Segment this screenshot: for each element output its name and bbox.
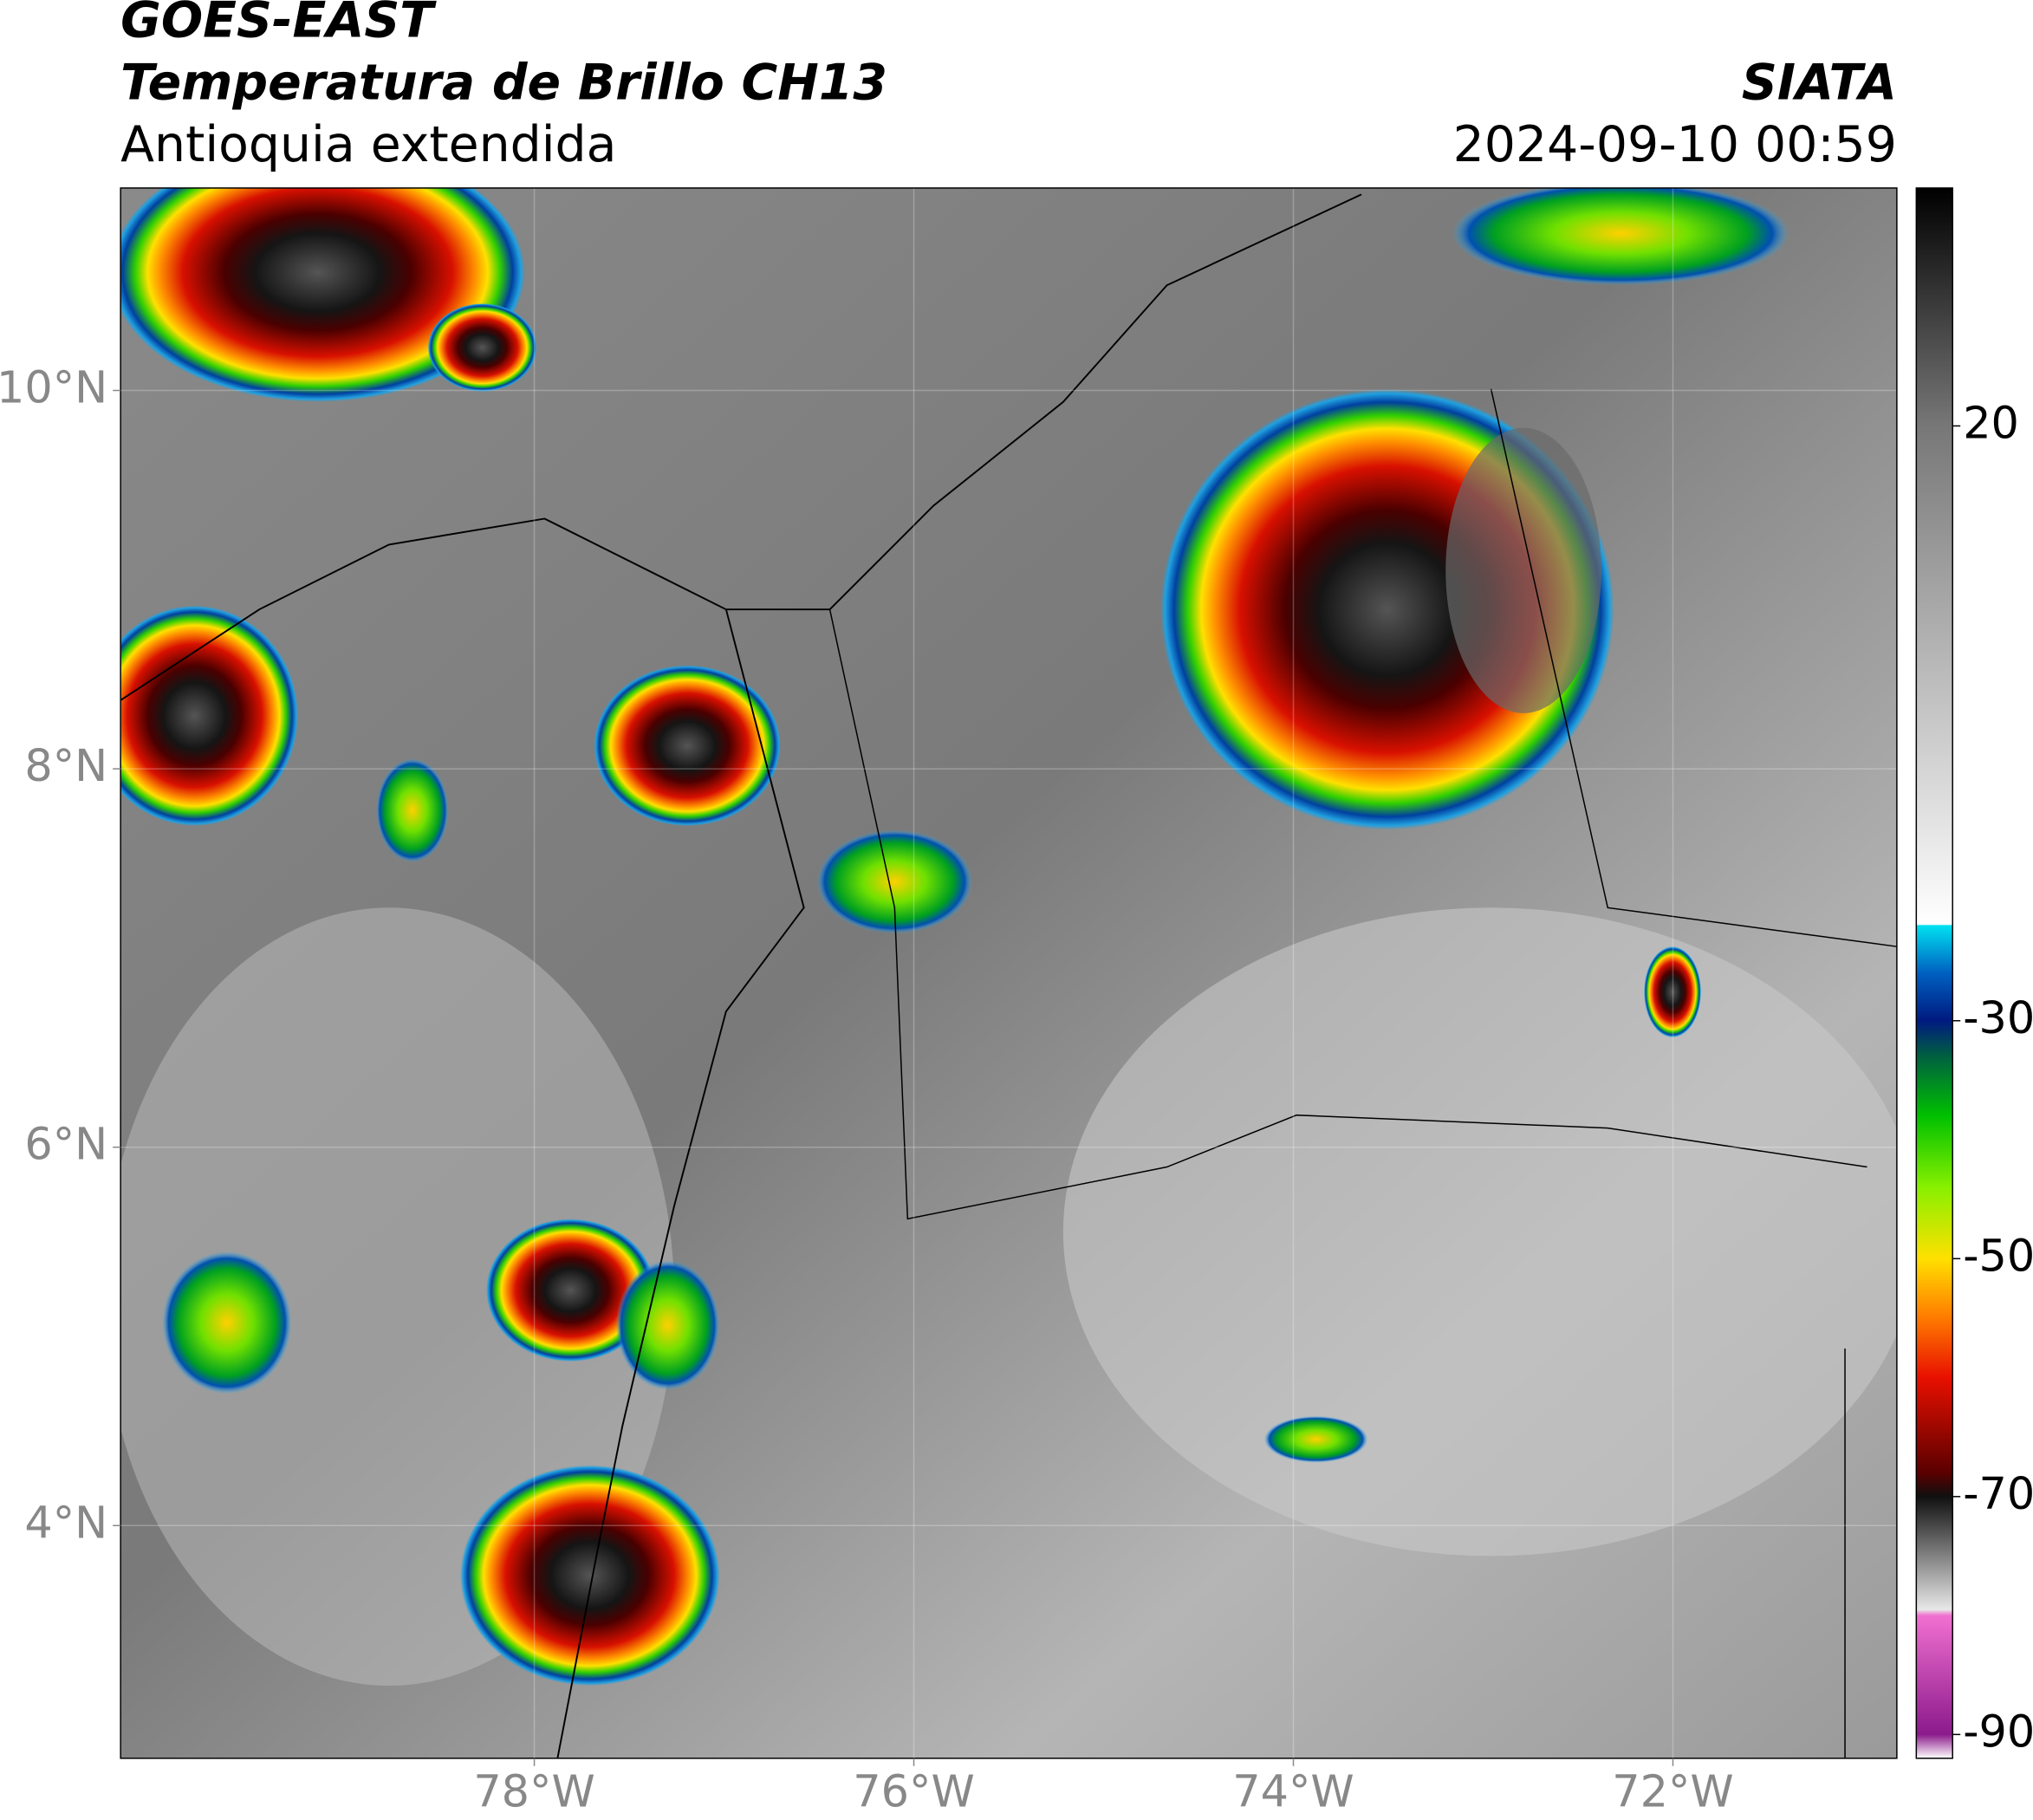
cloud-top bbox=[1452, 187, 1789, 286]
x-tick-label: 78°W bbox=[473, 1766, 594, 1817]
colorbar-tick-label: -70 bbox=[1963, 1468, 2033, 1519]
cloud-top bbox=[615, 1260, 720, 1390]
storm bbox=[120, 187, 525, 402]
product: Temperatura de Brillo CH13 bbox=[120, 54, 887, 111]
storm bbox=[594, 665, 781, 827]
cloud-top bbox=[1263, 1415, 1368, 1463]
map-frame bbox=[120, 187, 1898, 1759]
storm bbox=[1644, 946, 1701, 1037]
datetime: 2024-09-10 00:59 bbox=[1453, 116, 1897, 173]
storm bbox=[427, 303, 537, 392]
border bbox=[1490, 388, 1897, 947]
x-tick-label: 72°W bbox=[1612, 1766, 1733, 1817]
satellite: GOES-EAST bbox=[120, 0, 437, 49]
map bbox=[120, 187, 1897, 1758]
y-tick-label: 4°N bbox=[24, 1497, 107, 1548]
cloud-top bbox=[162, 1251, 292, 1394]
border bbox=[828, 609, 1867, 1220]
coastline bbox=[120, 193, 1362, 701]
x-tick-label: 74°W bbox=[1232, 1766, 1354, 1817]
y-tick-label: 6°N bbox=[24, 1119, 107, 1170]
storm bbox=[486, 1219, 655, 1362]
colorbar bbox=[1915, 187, 1953, 1759]
x-tick-label: 76°W bbox=[853, 1766, 974, 1817]
cloud-top bbox=[375, 758, 449, 862]
source: SIATA bbox=[1742, 54, 1897, 111]
coastline bbox=[556, 608, 805, 1758]
cloud-top bbox=[816, 829, 973, 934]
storm-core bbox=[1445, 427, 1601, 713]
colorbar-tick-label: 20 bbox=[1963, 397, 2019, 448]
storm bbox=[460, 1465, 720, 1686]
colorbar-tick-label: -50 bbox=[1963, 1230, 2033, 1281]
y-tick-label: 8°N bbox=[24, 740, 107, 791]
colorbar-tick-label: -90 bbox=[1963, 1706, 2033, 1757]
region: Antioquia extendida bbox=[120, 116, 616, 173]
storm bbox=[120, 605, 299, 827]
cloud bbox=[1063, 907, 1897, 1557]
y-tick-label: 10°N bbox=[0, 362, 107, 413]
colorbar-tick-label: -30 bbox=[1963, 992, 2033, 1043]
